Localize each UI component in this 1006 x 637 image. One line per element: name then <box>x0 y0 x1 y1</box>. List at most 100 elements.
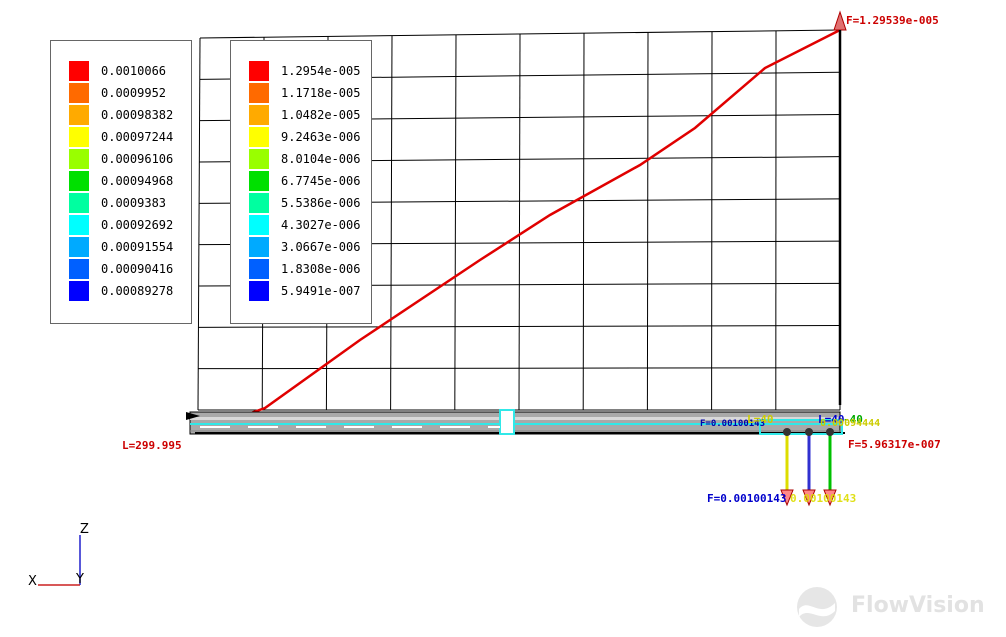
legend-swatch <box>69 215 89 235</box>
legend-row: 1.8308e-006 <box>231 259 371 281</box>
legend-row: 0.00092692 <box>51 215 191 237</box>
grid-line-horizontal <box>199 29 841 39</box>
legend-row: 0.00097244 <box>51 127 191 149</box>
legend-value: 5.5386e-006 <box>281 196 361 210</box>
legend-value: 4.3027e-006 <box>281 218 361 232</box>
legend-value: 6.7745e-006 <box>281 174 361 188</box>
force-arrow-blue <box>802 428 816 507</box>
legend-swatch <box>249 149 269 169</box>
legend-swatch <box>69 127 89 147</box>
length-label-green: -40 <box>843 413 863 426</box>
force-label-bottom-green: 0.00100143 <box>790 492 857 505</box>
legend-row: 6.7745e-006 <box>231 171 371 193</box>
length-label-yellow: L=40 <box>747 413 774 426</box>
legend-value: 0.00089278 <box>101 284 174 298</box>
legend-swatch <box>249 105 269 125</box>
legend-swatch <box>69 105 89 125</box>
legend-swatch <box>249 237 269 257</box>
legend-row: 0.0009383 <box>51 193 191 215</box>
legend-value: 3.0667e-006 <box>281 240 361 254</box>
legend-row: 0.0009952 <box>51 83 191 105</box>
axis-label-z: Z <box>80 522 89 537</box>
legend-row: 0.00094968 <box>51 171 191 193</box>
grid-line-horizontal <box>198 325 841 328</box>
legend-value: 0.0010066 <box>101 64 167 78</box>
flowvision-logo: FlowVision <box>795 585 985 629</box>
legend-row: 4.3027e-006 <box>231 215 371 237</box>
legend-value: 5.9491e-007 <box>281 284 361 298</box>
legend-value: 0.00091554 <box>101 240 174 254</box>
grid-line-vertical <box>197 37 201 411</box>
legend-value: 0.00098382 <box>101 108 174 122</box>
force-label-top: F=1.29539e-005 <box>846 14 939 27</box>
grid-line-vertical <box>582 33 585 411</box>
force-arrow-top <box>833 10 847 31</box>
legend-swatch <box>69 259 89 279</box>
grid-line-vertical <box>518 33 521 411</box>
legend-row: 5.5386e-006 <box>231 193 371 215</box>
value-label-yellow: 0.00094444 <box>820 418 881 429</box>
beam[interactable] <box>186 409 845 435</box>
legend-value: 0.00096106 <box>101 152 174 166</box>
legend-value: 0.00097244 <box>101 130 174 144</box>
legend-row: 3.0667e-006 <box>231 237 371 259</box>
legend-swatch <box>69 149 89 169</box>
result-curve <box>197 28 841 434</box>
axis-label-x: X <box>28 574 37 589</box>
legend-row: 0.00091554 <box>51 237 191 259</box>
legend-swatch <box>69 61 89 81</box>
legend-swatch <box>249 281 269 301</box>
legend-swatch <box>249 193 269 213</box>
force-label-small: F=0.00100143 <box>700 419 766 429</box>
legend-swatch <box>69 237 89 257</box>
legend-value: 9.2463e-006 <box>281 130 361 144</box>
legend-row: 0.00089278 <box>51 281 191 303</box>
axis-label-y: Y <box>76 572 84 587</box>
legend-row: 1.0482e-005 <box>231 105 371 127</box>
legend-value: 1.8308e-006 <box>281 262 361 276</box>
legend-row: 1.2954e-005 <box>231 61 371 83</box>
legend-swatch <box>249 215 269 235</box>
legend-swatch <box>69 281 89 301</box>
legend-row: 9.2463e-006 <box>231 127 371 149</box>
legend-value: 0.0009952 <box>101 86 167 100</box>
legend-value: 0.00094968 <box>101 174 174 188</box>
boundary-region <box>759 419 843 435</box>
legend-value: 1.2954e-005 <box>281 64 361 78</box>
legend-swatch <box>69 171 89 191</box>
legend-swatch <box>249 259 269 279</box>
legend-row: 5.9491e-007 <box>231 281 371 303</box>
legend-row: 1.1718e-005 <box>231 83 371 105</box>
legend-row: 0.00090416 <box>51 259 191 281</box>
length-label-blue: L=40 <box>818 413 845 426</box>
brand-name: FlowVision <box>851 593 985 618</box>
legend-value: 8.0104e-006 <box>281 152 361 166</box>
legend-swatch <box>249 127 269 147</box>
legend-swatch <box>69 83 89 103</box>
legend-panel-right: 1.2954e-005 1.1718e-005 1.0482e-005 9.2463e… <box>230 40 372 324</box>
legend-value: 0.0009383 <box>101 196 167 210</box>
legend-row: 0.00098382 <box>51 105 191 127</box>
legend-row: 8.0104e-006 <box>231 149 371 171</box>
legend-value: 0.00090416 <box>101 262 174 276</box>
length-label-left: L=299.995 <box>122 439 182 452</box>
legend-row: 0.00096106 <box>51 149 191 171</box>
force-label-bottom-blue: F=0.00100143 <box>707 492 787 505</box>
legend-value: 0.00092692 <box>101 218 174 232</box>
legend-swatch <box>69 193 89 213</box>
legend-swatch <box>249 61 269 81</box>
legend-swatch <box>249 83 269 103</box>
legend-value: 1.1718e-005 <box>281 86 361 100</box>
axis-triad <box>38 535 81 586</box>
legend-swatch <box>249 171 269 191</box>
flowvision-logo-icon <box>797 587 837 627</box>
grid-line-horizontal <box>198 367 841 370</box>
grid-line-vertical <box>454 34 457 411</box>
legend-value: 1.0482e-005 <box>281 108 361 122</box>
force-label-bottom-right: F=5.96317e-007 <box>848 438 941 451</box>
legend-row: 0.0010066 <box>51 61 191 83</box>
grid-line-vertical <box>646 32 649 411</box>
force-arrow-yellow <box>780 428 794 507</box>
legend-panel-left: 0.0010066 0.0009952 0.00098382 0.00097244 0.… <box>50 40 192 324</box>
